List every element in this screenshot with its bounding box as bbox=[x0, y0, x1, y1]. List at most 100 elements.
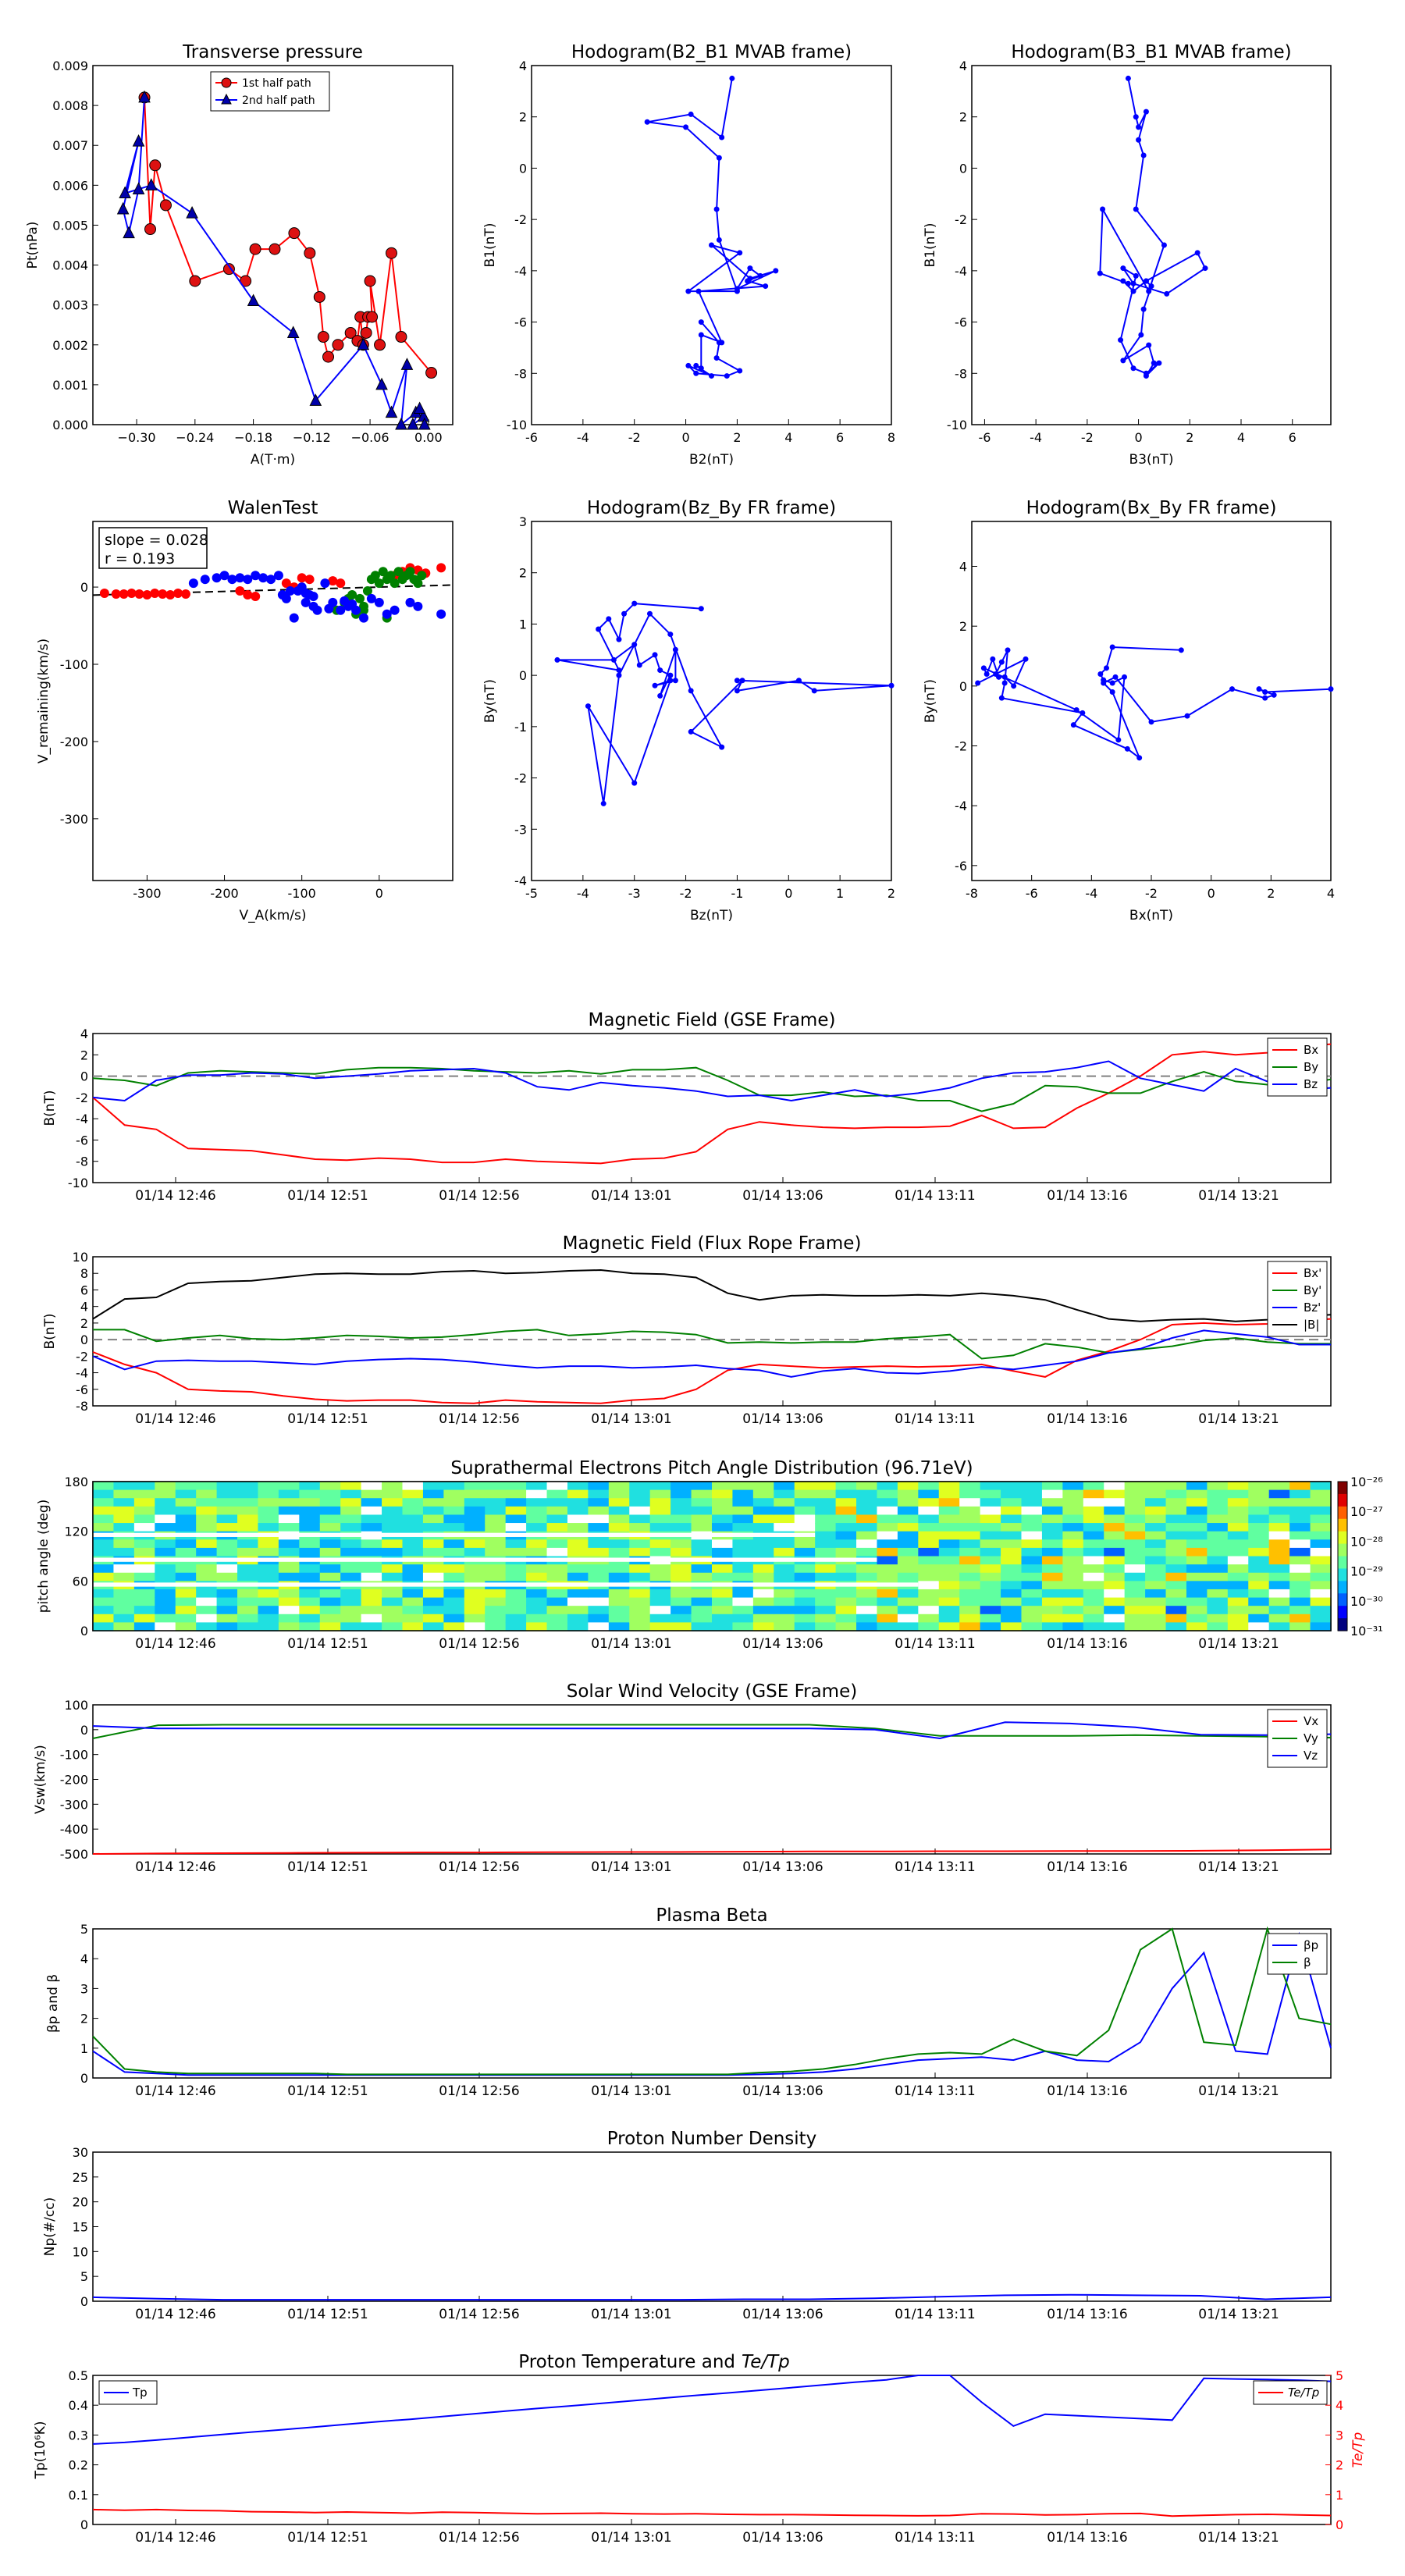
time-tick-label: 01/14 12:56 bbox=[439, 2307, 519, 2322]
colorbar-segment bbox=[1338, 1568, 1347, 1582]
walen-point-red bbox=[235, 586, 245, 596]
heatmap-cell bbox=[299, 1506, 321, 1516]
heatmap-cell bbox=[1165, 1523, 1187, 1532]
heatmap-cell bbox=[629, 1523, 651, 1532]
heatmap-cell bbox=[1207, 1489, 1229, 1499]
heatmap-cell bbox=[443, 1514, 465, 1524]
heatmap-cell bbox=[1186, 1564, 1208, 1574]
heatmap-cell bbox=[712, 1606, 734, 1615]
heatmap-cell bbox=[959, 1589, 981, 1599]
heatmap-cell bbox=[1083, 1531, 1104, 1540]
heatmap-cell bbox=[299, 1589, 321, 1599]
heatmap-cell bbox=[1289, 1514, 1311, 1524]
walen-point-red bbox=[304, 575, 315, 585]
time-tick-label: 01/14 12:51 bbox=[287, 1636, 368, 1652]
walen-point-red bbox=[111, 589, 121, 599]
x-tick-label: -6 bbox=[525, 430, 538, 445]
hodogram-bz-by-point bbox=[811, 688, 817, 694]
heatmap-cell bbox=[422, 1589, 444, 1599]
heatmap-cell bbox=[815, 1531, 837, 1540]
time-tick-label: 01/14 13:21 bbox=[1198, 2307, 1279, 2322]
hodogram-bx-by-point bbox=[1122, 674, 1127, 680]
heatmap-cell bbox=[299, 1482, 321, 1491]
heatmap-cell bbox=[505, 1523, 527, 1532]
heatmap-cell bbox=[856, 1589, 878, 1599]
y-tick-label: -100 bbox=[60, 1748, 88, 1763]
heatmap-cell bbox=[422, 1547, 444, 1557]
heatmap-cell bbox=[1165, 1482, 1187, 1491]
time-tick-label: 01/14 13:11 bbox=[895, 2530, 975, 2546]
hodogram-bz-by-point bbox=[554, 656, 560, 663]
heatmap-cell bbox=[1145, 1556, 1167, 1565]
heatmap-cell bbox=[938, 1614, 960, 1623]
heatmap-cell bbox=[835, 1597, 857, 1606]
heatmap-cell bbox=[1104, 1581, 1126, 1590]
y-tick-label: -6 bbox=[76, 1382, 88, 1397]
heatmap-cell bbox=[897, 1597, 919, 1606]
heatmap-cell bbox=[258, 1606, 279, 1615]
heatmap-cell bbox=[712, 1597, 734, 1606]
legend-label: Vz bbox=[1304, 1749, 1318, 1763]
y-tick-label: 0 bbox=[80, 2071, 88, 2086]
heatmap-cell bbox=[1227, 1531, 1249, 1540]
heatmap-cell bbox=[752, 1589, 774, 1599]
heatmap-cell bbox=[526, 1572, 548, 1582]
heatmap-cell bbox=[835, 1489, 857, 1499]
legend-label: Bx' bbox=[1304, 1266, 1321, 1280]
heatmap-cell bbox=[216, 1547, 238, 1557]
heatmap-cell bbox=[670, 1482, 692, 1491]
y-tick-label: 0.001 bbox=[52, 378, 88, 393]
heatmap-cell bbox=[649, 1489, 671, 1499]
colorbar-label: 10⁻²⁹ bbox=[1350, 1564, 1383, 1579]
heatmap-cell bbox=[629, 1498, 651, 1507]
heatmap-cell bbox=[732, 1498, 754, 1507]
heatmap-cell bbox=[505, 1506, 527, 1516]
hodogram-b2-b1-point bbox=[693, 370, 699, 376]
heatmap-cell bbox=[155, 1606, 176, 1615]
time-tick-label: 01/14 12:51 bbox=[287, 2307, 368, 2322]
time-tick-label: 01/14 13:21 bbox=[1198, 2083, 1279, 2099]
heatmap-cell bbox=[1083, 1572, 1104, 1582]
heatmap-cell bbox=[1062, 1498, 1084, 1507]
heatmap-cell bbox=[422, 1622, 444, 1631]
heatmap-cell bbox=[422, 1482, 444, 1491]
hodogram-b3-b1-point bbox=[1136, 124, 1142, 130]
time-tick-label: 01/14 13:16 bbox=[1047, 1411, 1127, 1427]
hodogram-bz-by-point bbox=[652, 682, 658, 688]
heatmap-cell bbox=[258, 1547, 279, 1557]
colorbar-segment bbox=[1338, 1556, 1347, 1570]
heatmap-cell bbox=[691, 1482, 713, 1491]
heatmap-cell bbox=[216, 1539, 238, 1549]
heatmap-cell bbox=[319, 1614, 341, 1623]
heatmap-cell bbox=[794, 1572, 816, 1582]
heatmap-cell bbox=[670, 1514, 692, 1524]
heatmap-cell bbox=[237, 1482, 259, 1491]
heatmap-cell bbox=[1248, 1572, 1270, 1582]
heatmap-cell bbox=[938, 1597, 960, 1606]
heatmap-cell bbox=[175, 1506, 197, 1516]
hodogram-bz-by-point bbox=[610, 656, 617, 663]
heatmap-cell bbox=[918, 1572, 940, 1582]
heatmap-cell bbox=[155, 1489, 176, 1499]
heatmap-cell bbox=[216, 1506, 238, 1516]
heatmap-cell bbox=[856, 1547, 878, 1557]
heatmap-cell bbox=[464, 1514, 486, 1524]
heatmap-cell bbox=[1310, 1572, 1332, 1582]
heatmap-cell bbox=[93, 1523, 115, 1532]
heatmap-cell bbox=[196, 1572, 218, 1582]
heatmap-cell bbox=[897, 1572, 919, 1582]
hodogram-bz-by-point bbox=[667, 678, 674, 684]
heatmap-cell bbox=[464, 1539, 486, 1549]
heatmap-cell bbox=[93, 1622, 115, 1631]
heatmap-cell bbox=[402, 1614, 424, 1623]
heatmap-cell bbox=[959, 1482, 981, 1491]
heatmap-cell bbox=[1021, 1572, 1043, 1582]
heatmap-cell bbox=[93, 1614, 115, 1623]
heatmap-cell bbox=[546, 1523, 568, 1532]
colorbar-label: 10⁻²⁶ bbox=[1350, 1475, 1383, 1489]
heatmap-cell bbox=[794, 1564, 816, 1574]
y-tick-label: 0.009 bbox=[52, 59, 88, 73]
heatmap-cell bbox=[1062, 1482, 1084, 1491]
heatmap-cell bbox=[835, 1482, 857, 1491]
heatmap-cell bbox=[567, 1606, 589, 1615]
